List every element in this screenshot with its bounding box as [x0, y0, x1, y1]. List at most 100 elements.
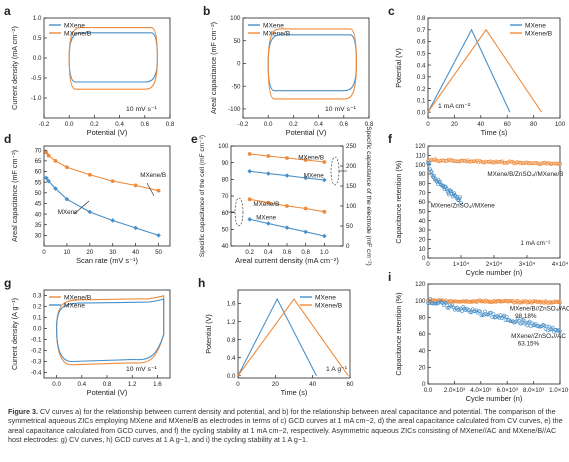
data-point — [87, 172, 92, 177]
y-tick-label: 0.5 — [33, 35, 42, 42]
x-tick-label: 20 — [451, 121, 458, 128]
plot-label: MXene/B — [253, 201, 279, 208]
annotation: 1 mA cm⁻² — [438, 103, 471, 110]
cycle-point — [441, 183, 445, 188]
y-tick-label: 0.3 — [33, 293, 42, 300]
x-tick-label: 0.2 — [245, 249, 254, 256]
x-tick-label: 40 — [309, 381, 316, 388]
x-axis: 0 10 20 30 40 50 Scan rate (mV s⁻¹) — [42, 243, 163, 265]
y-tick-label: 90 — [419, 171, 426, 178]
panel-letter: f — [388, 132, 393, 146]
y-tick-label: 0 — [422, 381, 426, 388]
plot-frame — [43, 145, 171, 247]
y-tick-label: 80 — [222, 177, 229, 184]
data-point — [53, 186, 58, 191]
legend-label: MXene — [64, 302, 85, 309]
y-tick-label: 100 — [415, 162, 426, 169]
cycle-point — [433, 176, 438, 181]
y-axis-label: Specific capacitance of the cell (mF cm⁻… — [199, 135, 206, 257]
label-leader — [73, 200, 90, 215]
y-tick-label: 55 — [35, 179, 42, 186]
data-point — [110, 218, 116, 223]
data-point — [266, 171, 271, 176]
panel-letter: i — [388, 270, 391, 284]
y-tick-label: 0 — [422, 255, 426, 262]
y-axis: 30 35 40 45 50 55 60 65 70 Areal capacitance (mF … — [10, 147, 47, 242]
y-tick-label: 0.0 — [33, 55, 42, 62]
y-axis-label: Capacitance retention (%) — [394, 160, 403, 243]
cycle-point — [429, 169, 433, 174]
x-tick-label: 0.0 — [52, 381, 61, 388]
legend-label: MXene — [263, 22, 284, 29]
plot-frame — [242, 17, 370, 119]
y-tick-label: 40 — [419, 348, 426, 355]
y-tick-label: 1.0 — [33, 15, 42, 22]
y-tick-label: 60 — [222, 210, 229, 217]
data-point — [110, 179, 115, 184]
group-marker-left — [234, 197, 244, 227]
panel-letter: e — [191, 132, 198, 146]
cycle-point — [426, 162, 431, 167]
cycle-point — [489, 310, 493, 315]
cycle-point — [443, 159, 448, 163]
cycle-point — [508, 299, 513, 303]
y-axis-label: Areal capacitance (mF cm⁻²) — [10, 150, 19, 242]
y-tick-label: 65 — [35, 158, 42, 165]
series-line — [237, 297, 317, 376]
y-tick-label: 80 — [419, 315, 426, 322]
panel-b: b -0.2 0.0 0.2 0.4 0.6 0.8 Potential (V) -100 -50… — [203, 4, 374, 137]
y-tick-label: 30 — [35, 233, 42, 240]
y-tick-label: 50 — [234, 38, 241, 45]
cycle-point — [444, 301, 448, 305]
data-point — [156, 188, 161, 193]
cycle-point — [556, 162, 561, 166]
data-point — [247, 152, 252, 156]
y-tick-label: 0.4 — [227, 355, 236, 362]
cv-curve — [267, 28, 357, 100]
cycle-point — [491, 312, 496, 316]
y-axis: 0.0 0.1 0.2 0.3 0.4 0.5 0.6 0.7 0.8 Potential (V) — [394, 15, 431, 116]
series-group — [43, 150, 161, 238]
y-tick-label: 30 — [419, 227, 426, 234]
cycle-point — [544, 324, 549, 329]
data-point — [156, 233, 161, 238]
x-tick-label: 20 — [86, 249, 93, 256]
y-tick-label: 90 — [222, 160, 229, 167]
data-point — [53, 158, 58, 163]
x-axis: 0.0 0.4 0.8 1.2 1.6 Potential (V) — [52, 375, 162, 397]
annotation: 10 mV s⁻¹ — [126, 106, 158, 113]
plot-label: 63.15% — [518, 341, 540, 348]
x-tick-label: 4×10⁴ — [552, 261, 569, 268]
legend-label: MXene/B — [64, 294, 92, 301]
plot-label: MXene — [304, 173, 324, 180]
cycle-point — [459, 201, 463, 205]
y-tick-label: 1.6 — [227, 301, 236, 308]
x-tick-label: 0.4 — [77, 381, 86, 388]
x-axis-label: Cycle number (n) — [466, 268, 523, 277]
data-point — [303, 175, 308, 181]
x-tick-label: 0.4 — [264, 249, 273, 256]
y-tick-label: 120 — [415, 281, 426, 288]
plot-label: MXene/B — [298, 154, 324, 161]
cycle-point — [531, 299, 536, 303]
y-axis: 0.0 0.4 0.8 1.2 1.6 Potential (V) — [204, 301, 241, 380]
cycle-point — [537, 162, 542, 166]
y-axis-label: Areal capacitance (mF cm⁻²) — [209, 22, 218, 114]
x-tick-label: 40 — [132, 249, 139, 256]
y-tick-label: 80 — [419, 181, 426, 188]
y-axis-right: 0 50 100 150 200 250 Specific capacitance of t… — [340, 126, 372, 266]
x-tick-label: 20 — [272, 381, 279, 388]
cv-curve — [267, 34, 357, 92]
y-axis: 40 50 60 70 80 90 100 Specific capacitance of t… — [199, 135, 234, 257]
x-tick-label: 30 — [109, 249, 116, 256]
y-tick-label: -0.2 — [31, 348, 42, 355]
y-tick-label: 100 — [230, 15, 241, 22]
x-tick-label: 1.2 — [128, 381, 137, 388]
panel-letter: h — [198, 276, 205, 290]
